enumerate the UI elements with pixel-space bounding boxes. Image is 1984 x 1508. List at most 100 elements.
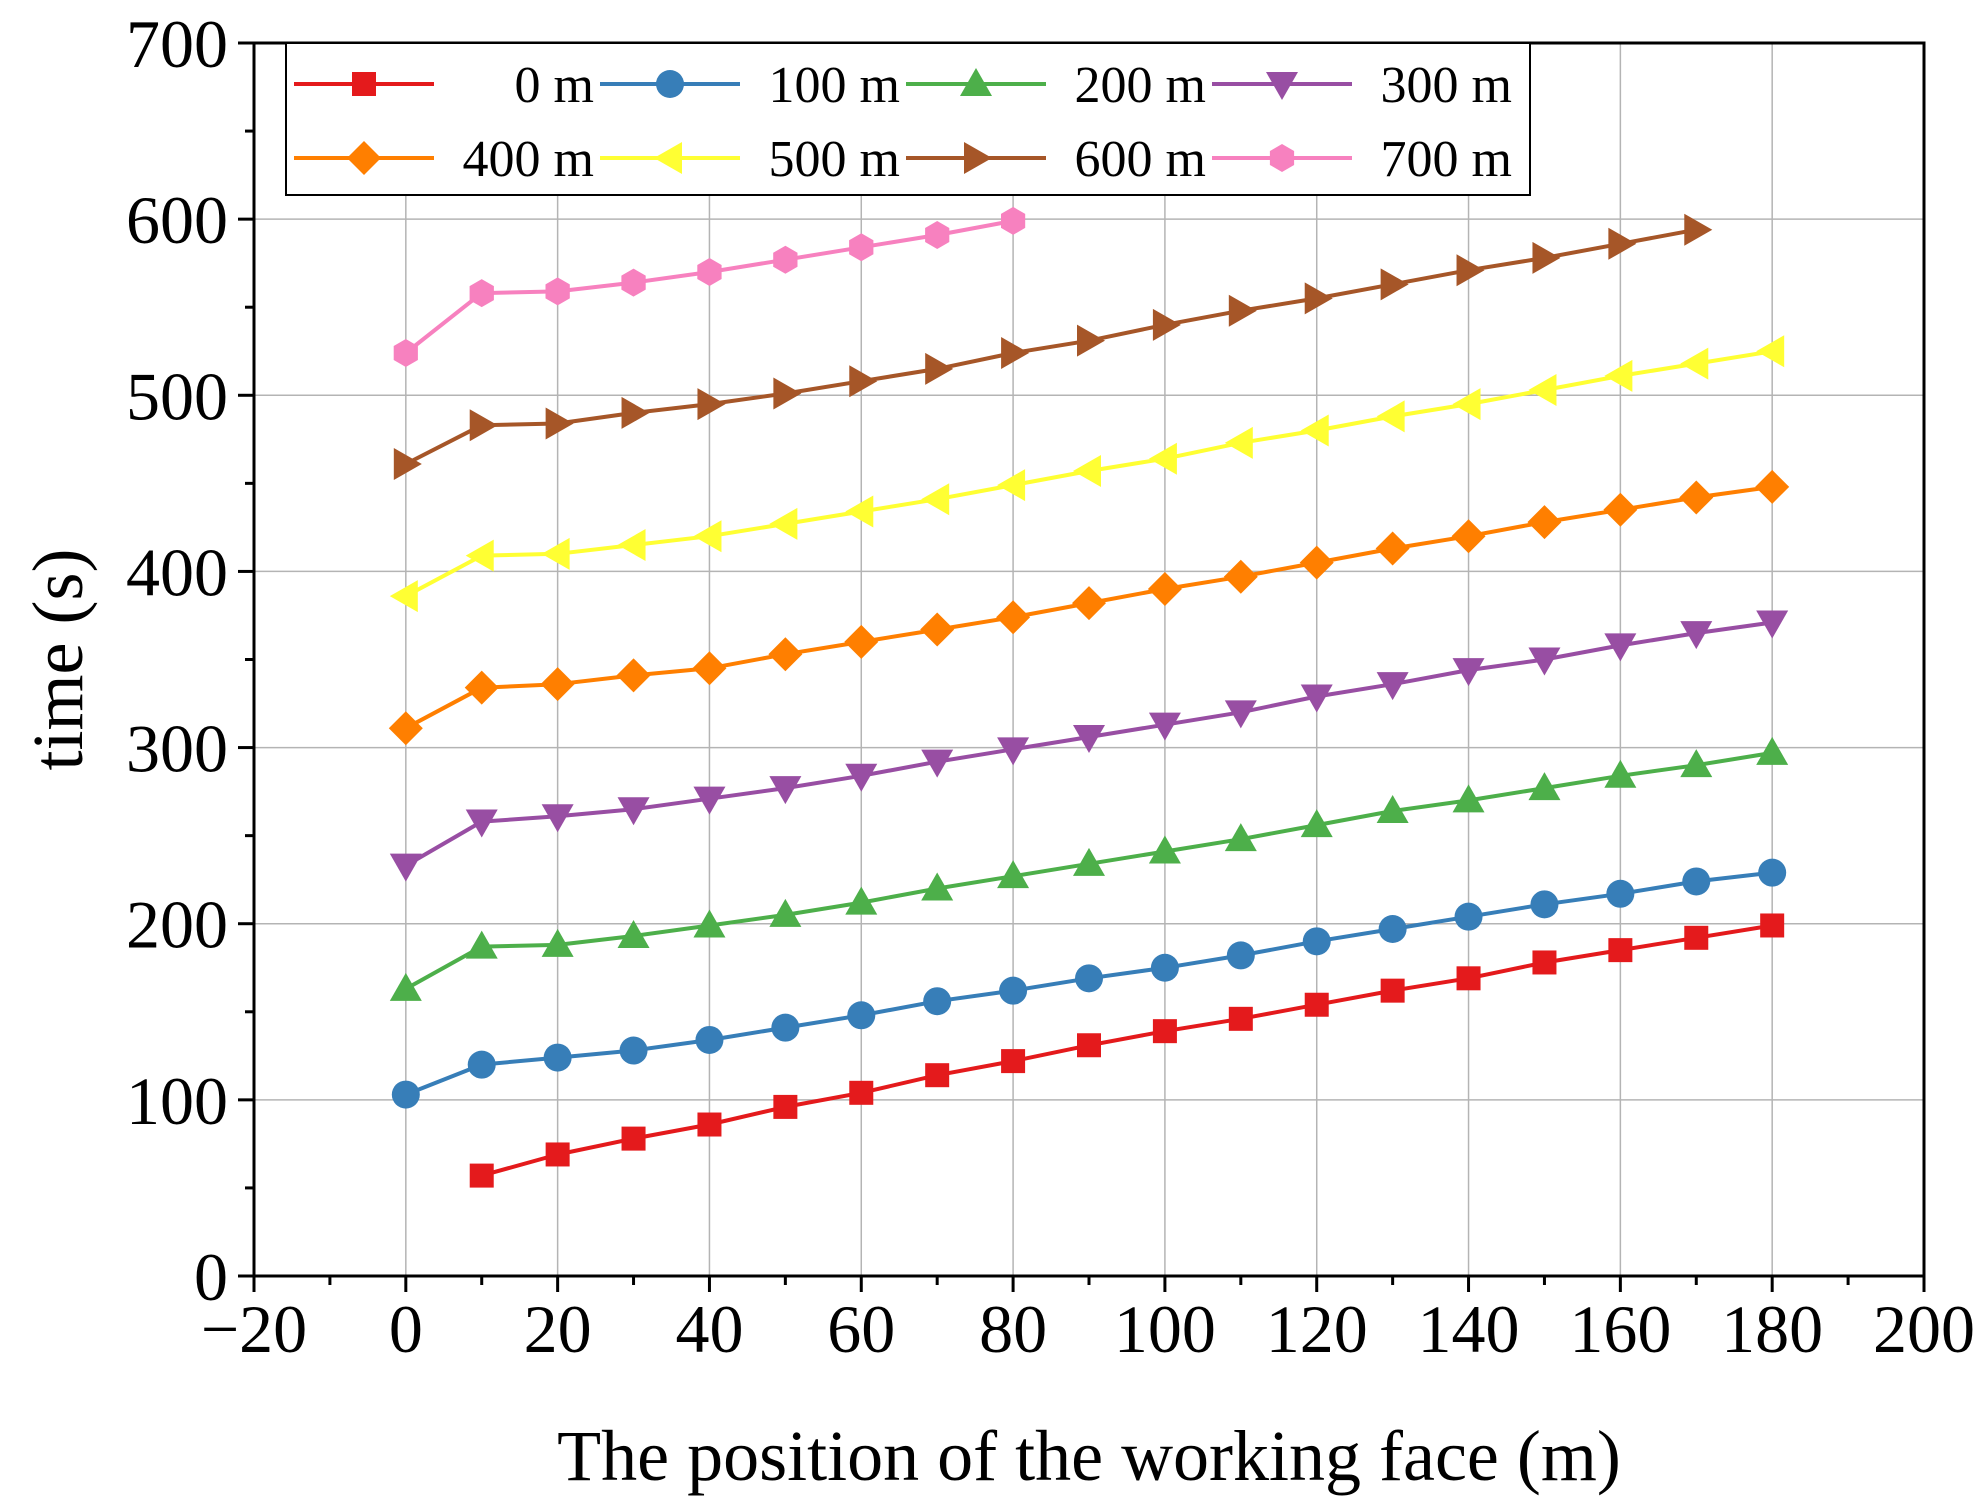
legend-box <box>285 42 1531 196</box>
data-point <box>389 853 422 882</box>
data-point <box>1300 684 1333 713</box>
data-point <box>1375 531 1410 566</box>
data-point <box>541 928 574 957</box>
data-point <box>464 670 499 705</box>
x-tick-label: 140 <box>1418 1291 1520 1367</box>
data-point <box>697 258 722 286</box>
data-point <box>1148 442 1177 475</box>
series-700-m <box>393 206 1026 367</box>
data-point <box>1451 519 1486 554</box>
data-point <box>1530 890 1559 919</box>
data-point <box>1456 966 1481 991</box>
data-point <box>697 1112 722 1137</box>
data-point <box>1228 294 1257 327</box>
data-point <box>1758 858 1787 887</box>
y-tick-label: 600 <box>126 182 228 258</box>
data-point <box>1072 586 1106 621</box>
data-point <box>1150 953 1179 982</box>
data-point <box>1224 700 1257 729</box>
data-point <box>389 580 418 613</box>
data-point <box>921 749 954 778</box>
data-point <box>1228 1006 1253 1031</box>
series-layer <box>388 206 1790 1188</box>
data-point <box>845 495 874 528</box>
data-point <box>844 624 879 659</box>
y-tick-label: 500 <box>126 358 228 434</box>
x-tick-label: 180 <box>1721 1291 1823 1367</box>
data-point <box>695 1025 724 1054</box>
data-point <box>925 1063 950 1088</box>
data-point <box>1532 950 1557 975</box>
ticks <box>238 41 1926 1292</box>
data-point <box>1148 835 1181 864</box>
legend-marker <box>1269 144 1295 172</box>
data-point <box>1304 282 1333 315</box>
data-point <box>1077 324 1105 357</box>
data-point <box>1528 772 1561 801</box>
data-point <box>769 776 802 805</box>
data-point <box>1376 400 1405 433</box>
data-point <box>1680 749 1713 778</box>
data-point <box>849 365 878 398</box>
data-point <box>997 469 1026 502</box>
y-tick-label: 300 <box>126 711 228 787</box>
data-point <box>999 976 1028 1005</box>
legend-label: 100 m <box>769 57 900 114</box>
data-point <box>619 1036 648 1065</box>
data-point <box>1378 914 1407 943</box>
legend-item: 500 m <box>600 131 900 188</box>
legend-label: 600 m <box>1075 131 1206 188</box>
data-point <box>921 483 950 516</box>
data-point <box>1452 658 1485 687</box>
legend-marker <box>347 141 381 175</box>
data-point <box>920 612 955 647</box>
data-point <box>1224 823 1257 852</box>
data-point <box>1077 1033 1101 1058</box>
data-point <box>1148 712 1181 741</box>
data-point <box>541 804 574 833</box>
x-tick-label: 160 <box>1569 1291 1671 1367</box>
data-point <box>768 637 803 672</box>
series-200-m <box>389 736 1789 1001</box>
data-point <box>773 245 798 274</box>
data-point <box>1452 388 1481 421</box>
data-point <box>1603 492 1638 527</box>
data-point <box>769 898 802 927</box>
data-point <box>925 352 954 385</box>
legend-marker <box>964 142 992 174</box>
data-point <box>771 1013 800 1042</box>
x-tick-label: 120 <box>1266 1291 1368 1367</box>
legend-label: 300 m <box>1381 57 1512 114</box>
legend-label: 700 m <box>1381 131 1512 188</box>
data-point <box>469 409 498 442</box>
x-tick-label: 200 <box>1873 1291 1975 1367</box>
data-point <box>1300 809 1333 838</box>
data-point <box>1226 941 1255 970</box>
data-point <box>1152 308 1181 341</box>
data-point <box>1300 414 1329 447</box>
tick-labels: −20 0 20 40 60 80 100 120 140 160 180 2000100200300… <box>126 6 1975 1367</box>
data-point <box>621 1126 646 1151</box>
series-100-m <box>391 858 1787 1109</box>
data-point <box>845 763 878 792</box>
x-tick-label: 20 <box>524 1291 592 1367</box>
data-point <box>1376 794 1409 823</box>
series-600-m <box>393 213 1713 480</box>
legend-label: 500 m <box>769 131 900 188</box>
data-point <box>1760 913 1785 938</box>
data-point <box>697 388 726 421</box>
data-point <box>1147 572 1182 607</box>
data-point <box>1224 426 1253 459</box>
data-point <box>545 407 574 440</box>
legend-item: 300 m <box>1212 57 1512 114</box>
data-point <box>1376 672 1409 701</box>
x-tick-label: 80 <box>979 1291 1047 1367</box>
data-point <box>997 737 1030 766</box>
legend-marker <box>654 142 682 174</box>
data-point <box>849 1080 874 1105</box>
data-point <box>1679 480 1714 515</box>
data-point <box>693 786 726 815</box>
data-point <box>543 1043 572 1072</box>
data-point <box>1380 978 1405 1003</box>
data-point <box>617 797 650 826</box>
